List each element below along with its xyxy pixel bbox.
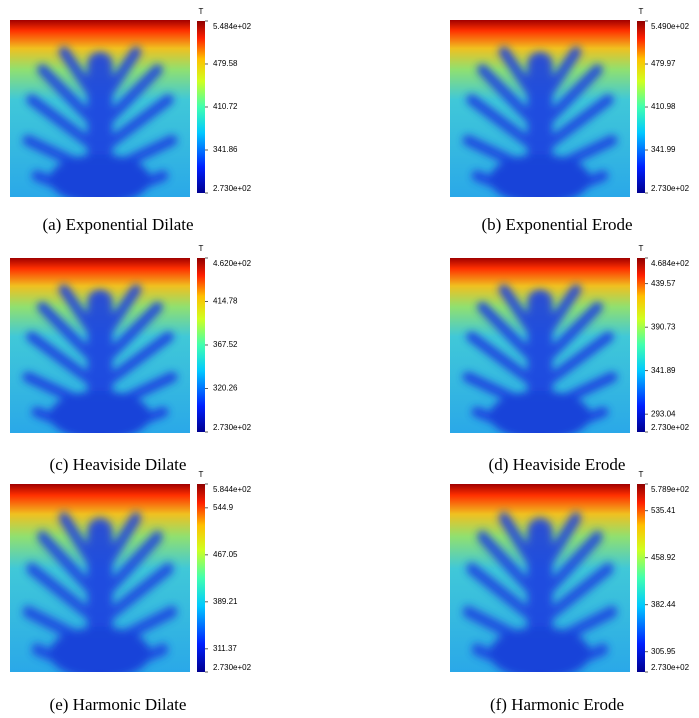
colorbar-tick-label: 410.98 [651,102,676,111]
colorbar-tick-label: 341.86 [213,145,238,154]
colorbar [197,21,205,193]
heatmap-image [10,484,190,680]
colorbar-tick-label: 5.789e+02 [651,485,690,494]
colorbar [197,484,205,672]
colorbar-tick-label: 390.73 [651,322,676,331]
caption: (f) Harmonic Erode [490,695,624,714]
colorbar-tick-label: 439.57 [651,279,676,288]
colorbar-tick-label: 389.21 [213,597,238,606]
colorbar-tick-label: 479.58 [213,59,238,68]
heatmap-image [10,20,190,204]
heatmap-image [450,20,630,204]
colorbar-tick-label: 4.620e+02 [213,259,252,268]
heatmap-image [10,258,190,440]
colorbar-title: T [199,470,204,479]
caption: (e) Harmonic Dilate [50,695,187,714]
heatmap-image [450,258,630,440]
colorbar [637,258,645,432]
colorbar-tick-label: 2.730e+02 [213,423,252,432]
colorbar-title: T [199,244,204,253]
colorbar-tick-label: 5.484e+02 [213,22,252,31]
colorbar-tick-label: 2.730e+02 [213,184,252,193]
colorbar-title: T [199,7,204,16]
colorbar-tick-label: 293.04 [651,409,676,418]
colorbar-title: T [639,470,644,479]
colorbar-title: T [639,244,644,253]
colorbar [197,258,205,432]
colorbar-tick-label: 4.684e+02 [651,259,690,268]
colorbar-tick-label: 535.41 [651,506,676,515]
colorbar-tick-label: 458.92 [651,553,676,562]
colorbar-tick-label: 2.730e+02 [651,663,690,672]
colorbar-tick-label: 414.78 [213,297,238,306]
colorbar-tick-label: 479.97 [651,59,676,68]
colorbar-tick-label: 5.490e+02 [651,22,690,31]
colorbar-tick-label: 305.95 [651,647,676,656]
colorbar [637,484,645,672]
caption: (a) Exponential Dilate [42,215,193,234]
colorbar-tick-label: 410.72 [213,102,238,111]
colorbar-tick-label: 467.05 [213,550,238,559]
colorbar-tick-label: 341.99 [651,145,676,154]
colorbar-tick-label: 2.730e+02 [651,423,690,432]
colorbar-title: T [639,7,644,16]
caption: (d) Heaviside Erode [489,455,626,474]
colorbar-tick-label: 320.26 [213,384,238,393]
colorbar-tick-label: 2.730e+02 [651,184,690,193]
heatmap-image [450,484,630,680]
colorbar [637,21,645,193]
colorbar-tick-label: 382.44 [651,600,676,609]
colorbar-tick-label: 5.844e+02 [213,485,252,494]
colorbar-tick-label: 2.730e+02 [213,663,252,672]
caption: (b) Exponential Erode [481,215,632,234]
colorbar-tick-label: 367.52 [213,340,238,349]
colorbar-tick-label: 311.37 [213,644,237,653]
colorbar-tick-label: 544.9 [213,503,234,512]
caption: (c) Heaviside Dilate [50,455,187,474]
colorbar-tick-label: 341.89 [651,366,676,375]
